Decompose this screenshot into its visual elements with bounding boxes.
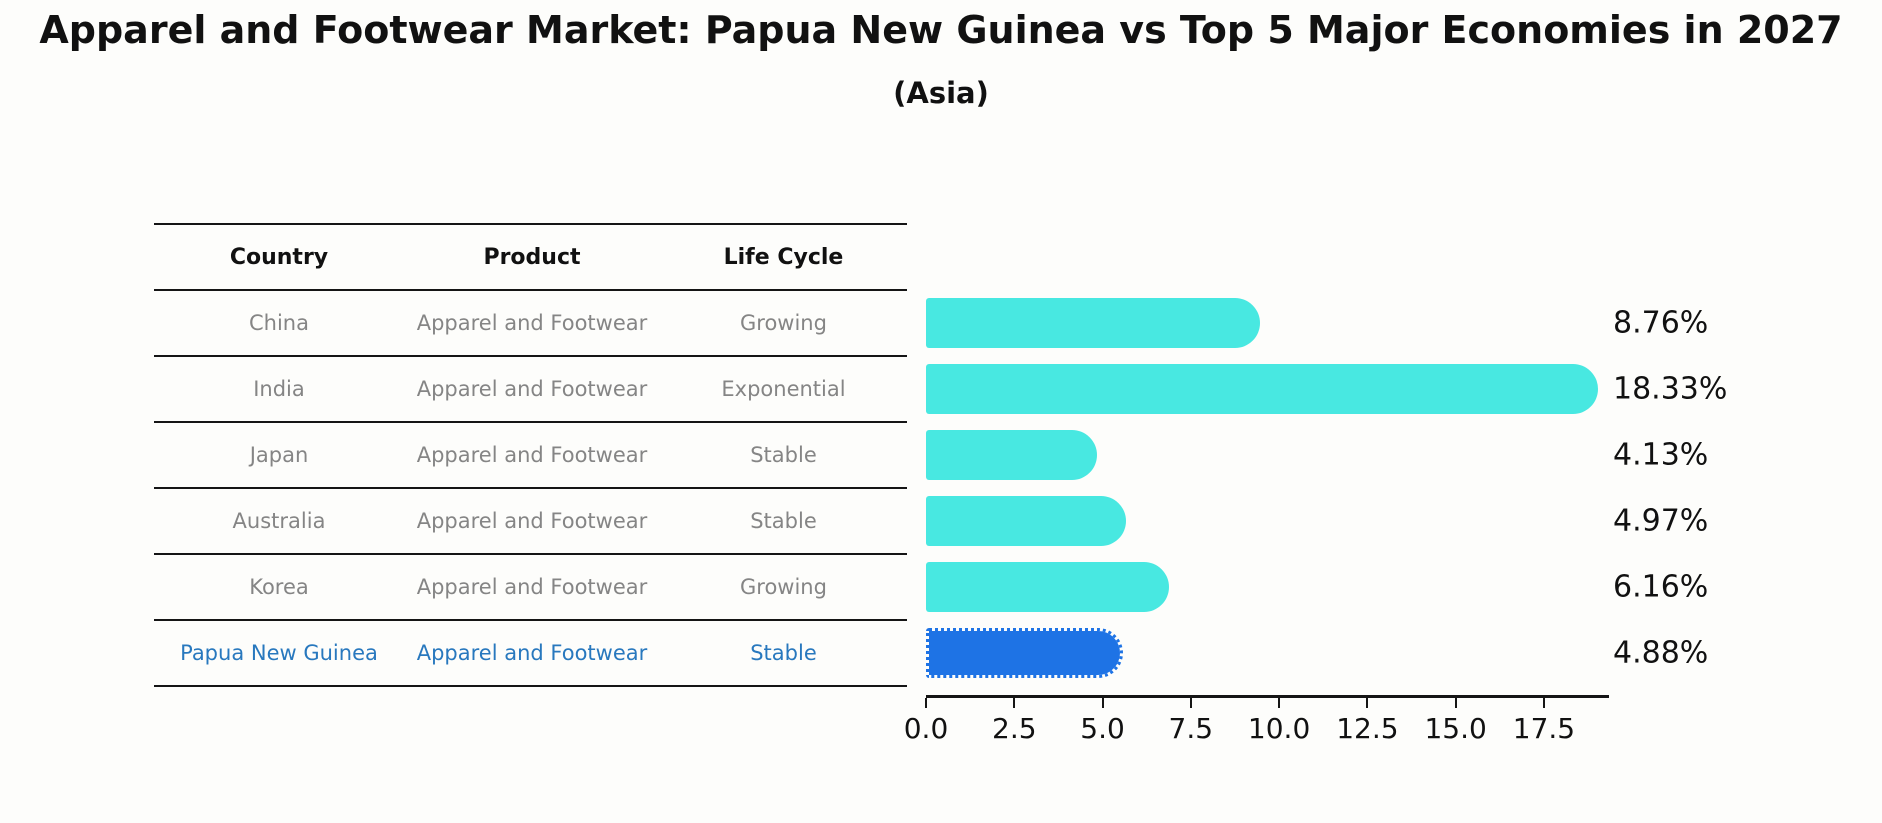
y-axis-tick [885, 487, 907, 489]
cell-product: Apparel and Footwear [416, 575, 648, 599]
cell-product: Apparel and Footwear [416, 509, 648, 533]
cell-product: Apparel and Footwear [416, 311, 648, 335]
chart-title: Apparel and Footwear Market: Papua New G… [39, 8, 1843, 52]
cell-country: India [253, 377, 305, 401]
column-header-product: Product [483, 244, 581, 270]
x-axis-tick [1189, 698, 1192, 708]
x-axis-tick-label: 17.5 [1512, 712, 1576, 745]
x-axis-line [926, 695, 1609, 698]
x-axis-tick-label: 0.0 [903, 712, 949, 745]
cell-country: Australia [232, 509, 326, 533]
table-row-china: China Apparel and Footwear Growing [154, 290, 907, 356]
table-divider [154, 223, 907, 225]
table-divider [154, 553, 907, 555]
bar-value-label: 4.88% [1613, 635, 1709, 671]
bar-china [926, 298, 1261, 348]
bar-australia [926, 496, 1127, 546]
bar-value-label: 4.13% [1613, 437, 1709, 473]
cell-life-cycle: Stable [750, 509, 817, 533]
table-divider [154, 355, 907, 357]
x-axis-tick-label: 2.5 [992, 712, 1037, 745]
x-axis-tick [1101, 698, 1104, 708]
table-row-india: India Apparel and Footwear Exponential [154, 356, 907, 422]
table-row-japan: Japan Apparel and Footwear Stable [154, 422, 907, 488]
table-row-korea: Korea Apparel and Footwear Growing [154, 554, 907, 620]
table-divider [154, 619, 907, 621]
x-axis-tick-label: 15.0 [1424, 712, 1487, 745]
y-axis-tick [885, 553, 907, 555]
x-axis-tick [1013, 698, 1016, 708]
cell-life-cycle: Exponential [721, 377, 846, 401]
table-divider [154, 289, 907, 291]
bar-value-label: 4.97% [1613, 503, 1709, 539]
cell-life-cycle: Stable [750, 443, 817, 467]
cell-product: Apparel and Footwear [416, 377, 648, 401]
table-divider [154, 421, 907, 423]
bar-value-label: 6.16% [1613, 569, 1709, 605]
column-header-country: Country [229, 244, 329, 270]
cell-country: Papua New Guinea [180, 641, 378, 665]
bar-india [926, 364, 1599, 414]
cell-country: China [248, 311, 309, 335]
x-axis-tick-label: 7.5 [1168, 712, 1214, 745]
chart-subtitle: (Asia) [893, 76, 989, 110]
cell-product: Apparel and Footwear [416, 443, 648, 467]
bar-value-label: 8.76% [1613, 305, 1709, 341]
bar-japan [926, 430, 1097, 480]
x-axis-tick-label: 5.0 [1080, 712, 1125, 745]
x-axis-tick [1542, 698, 1545, 708]
cell-product: Apparel and Footwear [416, 641, 648, 665]
table-header-row: Country Product Life Cycle [154, 224, 907, 290]
table-divider [154, 685, 907, 687]
y-axis-tick [885, 289, 907, 291]
x-axis-tick [1454, 698, 1457, 708]
y-axis-tick [885, 421, 907, 423]
cell-country: Korea [249, 575, 309, 599]
cell-life-cycle: Growing [740, 575, 827, 599]
y-axis-tick [885, 355, 907, 357]
bar-papua-new-guinea [926, 628, 1124, 678]
bar-korea [926, 562, 1169, 612]
table-row-papua-new-guinea: Papua New Guinea Apparel and Footwear St… [154, 620, 907, 686]
y-axis-tick [885, 685, 907, 687]
x-axis-tick [1278, 698, 1281, 708]
column-header-life-cycle: Life Cycle [723, 244, 844, 270]
x-axis-tick-label: 10.0 [1247, 712, 1311, 745]
cell-life-cycle: Stable [750, 641, 817, 665]
x-axis-tick [925, 698, 927, 708]
cell-life-cycle: Growing [740, 311, 827, 335]
y-axis-tick [885, 619, 907, 621]
cell-country: Japan [249, 443, 309, 467]
x-axis-tick [1366, 698, 1369, 708]
table-row-australia: Australia Apparel and Footwear Stable [154, 488, 907, 554]
table-divider [154, 487, 907, 489]
x-axis-tick-label: 12.5 [1336, 712, 1399, 745]
bar-value-label: 18.33% [1613, 371, 1728, 407]
